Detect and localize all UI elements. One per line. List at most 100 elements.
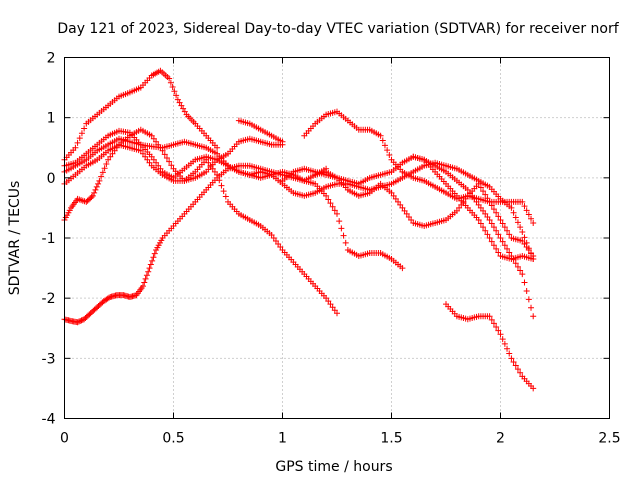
data-point <box>143 272 150 279</box>
data-point <box>323 295 330 302</box>
data-point <box>490 320 497 327</box>
data-point <box>521 203 528 210</box>
data-point <box>480 188 487 195</box>
data-point <box>327 200 334 207</box>
data-point <box>466 189 473 196</box>
data-point <box>488 238 495 245</box>
data-point <box>268 231 275 238</box>
data-point <box>521 234 528 241</box>
x-tick-label: 0 <box>60 431 69 447</box>
data-point <box>525 296 532 303</box>
data-point <box>173 92 180 99</box>
data-point <box>218 182 225 189</box>
data-point <box>205 159 212 166</box>
data-point <box>78 317 85 324</box>
data-point <box>89 192 96 199</box>
data-point <box>144 156 151 163</box>
data-point <box>149 257 156 264</box>
data-point <box>96 177 103 184</box>
data-point <box>490 206 497 213</box>
data-point <box>384 147 391 154</box>
data-point <box>334 310 340 317</box>
data-point <box>408 216 415 223</box>
data-point <box>482 227 489 234</box>
data-point <box>397 201 404 208</box>
data-point <box>105 294 112 301</box>
data-point <box>88 194 95 201</box>
data-point <box>488 202 495 209</box>
data-point <box>521 279 528 286</box>
data-point <box>95 180 102 187</box>
data-point <box>148 132 155 139</box>
data-point <box>512 214 519 221</box>
data-point <box>475 216 482 223</box>
data-point <box>169 83 176 90</box>
data-point <box>137 147 144 154</box>
data-point <box>323 192 330 199</box>
data-point <box>92 186 99 193</box>
data-point <box>401 207 408 214</box>
data-point <box>331 307 338 314</box>
data-point <box>514 366 521 373</box>
data-point <box>166 75 173 82</box>
y-tick-label: -1 <box>42 231 56 247</box>
data-point <box>484 195 491 202</box>
data-point <box>477 220 484 227</box>
y-tick-label: 1 <box>47 111 56 127</box>
data-point <box>501 224 508 231</box>
data-point <box>517 224 524 231</box>
data-point <box>506 231 513 238</box>
data-point <box>506 350 513 357</box>
x-axis-label: GPS time / hours <box>275 459 392 475</box>
data-point <box>486 313 493 320</box>
chart-title: Day 121 of 2023, Sidereal Day-to-day VTE… <box>57 21 619 37</box>
data-point <box>180 105 187 112</box>
data-point <box>392 195 399 202</box>
data-point <box>168 162 175 169</box>
data-point <box>477 184 484 191</box>
data-point <box>493 245 500 252</box>
data-point <box>279 138 286 145</box>
data-point <box>528 304 535 311</box>
data-point <box>325 196 332 203</box>
data-point <box>519 238 526 245</box>
data-point <box>203 156 210 163</box>
data-point <box>510 358 517 365</box>
data-point <box>153 138 160 145</box>
data-point <box>338 225 345 232</box>
data-point <box>514 263 521 270</box>
data-point <box>495 249 502 256</box>
data-point <box>277 244 284 251</box>
data-point <box>462 195 469 202</box>
series <box>61 67 221 163</box>
data-point <box>495 213 502 220</box>
data-point <box>493 324 500 331</box>
data-point <box>377 132 384 139</box>
data-point <box>98 173 105 180</box>
data-point <box>477 204 484 211</box>
y-tick-label: -3 <box>42 351 56 367</box>
data-point <box>142 153 149 160</box>
data-point <box>81 125 88 132</box>
data-point <box>482 191 489 198</box>
data-point <box>93 183 100 190</box>
data-point <box>499 336 506 343</box>
data-point <box>504 345 511 352</box>
series <box>61 141 340 317</box>
data-point <box>395 198 402 205</box>
data-point <box>506 249 513 256</box>
data-point <box>504 227 511 234</box>
data-point <box>107 153 114 160</box>
data-point <box>523 207 530 214</box>
data-point <box>74 319 81 326</box>
data-point <box>176 99 183 106</box>
data-point <box>181 108 188 115</box>
data-point <box>493 227 500 234</box>
data-point <box>390 192 397 199</box>
data-point <box>334 210 340 217</box>
data-point <box>530 313 537 320</box>
data-point <box>403 210 410 217</box>
data-point <box>475 180 482 187</box>
data-point <box>148 153 155 160</box>
data-point <box>482 210 489 217</box>
